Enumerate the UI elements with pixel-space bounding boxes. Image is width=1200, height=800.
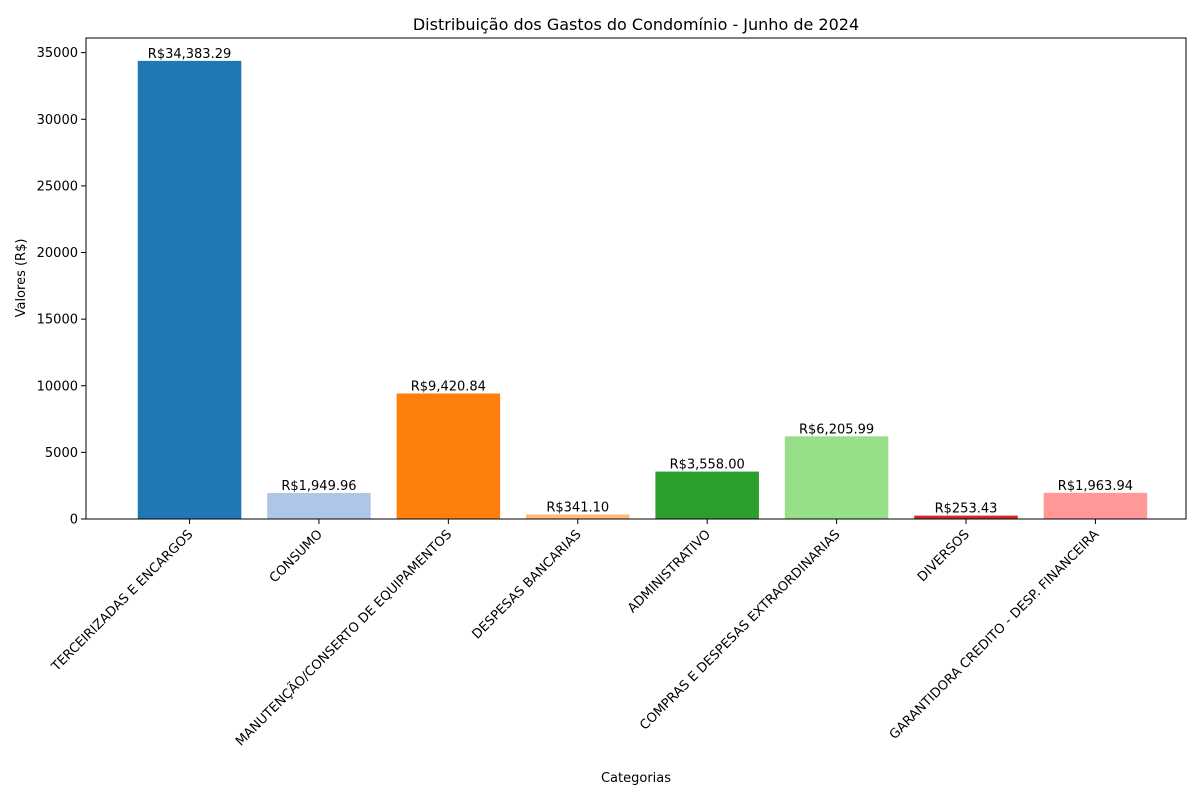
- bar: [784, 436, 889, 519]
- bar-value-label: R$9,420.84: [411, 379, 486, 394]
- plot-frame: [85, 37, 1187, 520]
- y-tick-label: 30000: [37, 113, 78, 128]
- y-axis: 0 5000 10000 15000 20000 25000 30000 35000: [37, 46, 86, 528]
- y-tick-label: 20000: [37, 246, 78, 261]
- bar-value-label: R$6,205.99: [799, 422, 874, 437]
- y-tick-label: 25000: [37, 179, 78, 194]
- bar: [655, 471, 759, 519]
- bar: [526, 514, 630, 519]
- bar-value-label: R$34,383.29: [148, 47, 231, 62]
- y-axis-label: Valores (R$): [14, 239, 29, 318]
- y-tick-label: 5000: [45, 446, 78, 461]
- x-axis-label: Categorias: [601, 771, 671, 786]
- y-tick-label: 15000: [37, 313, 78, 328]
- bar-value-label: R$341.10: [546, 500, 609, 515]
- bar: [1043, 492, 1148, 519]
- chart-title: Distribuição dos Gastos do Condomínio - …: [413, 15, 859, 34]
- bar-value-label: R$3,558.00: [670, 458, 745, 473]
- bar: [914, 515, 1018, 519]
- y-tick-label: 10000: [37, 379, 78, 394]
- bar: [396, 393, 501, 519]
- bar-value-label: R$253.43: [935, 502, 998, 517]
- bar: [267, 493, 371, 519]
- bar-value-label: R$1,949.96: [281, 479, 356, 494]
- bar: [137, 60, 242, 519]
- y-tick-label: 35000: [37, 46, 78, 61]
- bar-value-label: R$1,963.94: [1058, 479, 1133, 494]
- y-tick-label: 0: [70, 513, 78, 528]
- bars-group: R$34,383.29 R$1,949.96 R$9,420.84 R$341.10 R…: [137, 47, 1148, 519]
